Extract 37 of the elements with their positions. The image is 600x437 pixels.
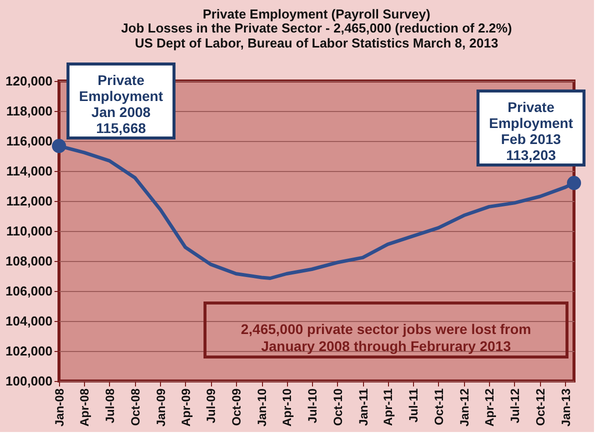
y-tick-label: 120,000 xyxy=(6,74,52,88)
x-tick-label: Jan-09 xyxy=(154,388,168,427)
x-tick-label: Oct-08 xyxy=(128,388,142,426)
x-tick-label: Oct-11 xyxy=(432,388,446,426)
x-tick-label: Apr-10 xyxy=(280,388,294,427)
x-tick-label: Jul-10 xyxy=(305,388,320,424)
y-tick-label: 116,000 xyxy=(6,134,52,148)
x-tick-label: Jul-09 xyxy=(204,388,218,424)
x-tick-label: Jul-08 xyxy=(102,388,117,424)
x-tick-label: Apr-08 xyxy=(78,388,92,427)
x-tick-label: Oct-12 xyxy=(533,388,548,426)
x-tick-label: Jan-12 xyxy=(457,388,472,427)
y-tick-label: 110,000 xyxy=(6,224,52,238)
y-tick-label: 106,000 xyxy=(6,284,52,298)
x-tick-label: Jan-11 xyxy=(356,388,370,426)
x-tick-label: Oct-10 xyxy=(330,388,345,426)
annotation: Private Employment Jan 2008 115,668 xyxy=(78,72,164,136)
x-tick-label: Apr-09 xyxy=(178,388,193,427)
x-tick-label: Apr-11 xyxy=(381,388,396,426)
chart-title: Private Employment (Payroll Survey) xyxy=(202,6,430,22)
x-tick-label: Oct-09 xyxy=(230,388,244,426)
x-tick-label: Apr-12 xyxy=(482,388,497,427)
y-tick-label: 112,000 xyxy=(6,194,52,208)
x-tick-label: Jan-10 xyxy=(255,388,270,427)
x-tick-label: Jul-12 xyxy=(508,388,522,424)
y-tick-label: 118,000 xyxy=(6,104,52,118)
y-tick-label: 114,000 xyxy=(6,164,52,178)
chart-subtitle: Job Losses in the Private Sector - 2,465,000 (reduction of 2.2%) US Dept of Labor, Bureau of Labor Statistics March 8, 2013 xyxy=(121,20,512,50)
y-tick-label: 100,000 xyxy=(6,374,52,388)
annotation: Private Employment Feb 2013 113,203 xyxy=(488,98,574,163)
x-tick-label: Jul-11 xyxy=(406,388,420,423)
annotation: 2,465,000 private sector jobs were lost from January 2008 through Februrary 2013 xyxy=(240,321,532,354)
y-tick-label: 108,000 xyxy=(6,254,52,268)
y-tick-label: 104,000 xyxy=(6,314,52,328)
y-tick-label: 102,000 xyxy=(6,344,52,358)
x-tick-label: Jan-13 xyxy=(558,388,573,427)
x-tick-label: Jan-08 xyxy=(52,388,66,427)
